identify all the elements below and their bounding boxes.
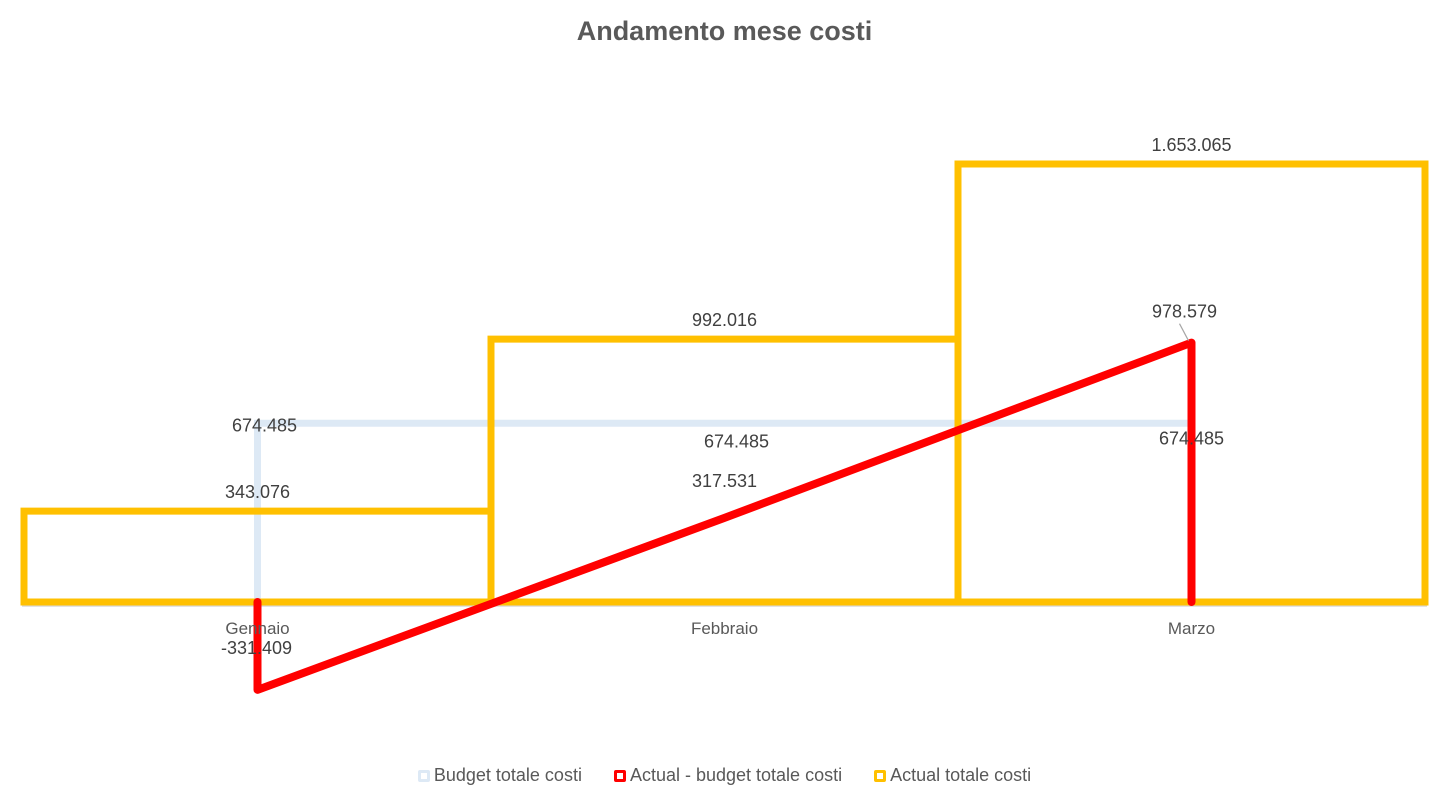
actual-data-label: 992.016 [692,310,757,330]
chart-title: Andamento mese costi [576,16,873,46]
legend-item: Actual totale costi [874,765,1031,786]
legend-item: Budget totale costi [417,765,582,786]
actual-series-box [954,160,1429,606]
budget-data-label: 674.485 [1159,428,1224,448]
x-tick-label: Febbraio [691,619,758,638]
chart-legend: Budget totale costi Actual - budget total… [0,765,1449,786]
diff-data-label: -331.409 [221,638,292,658]
legend-swatch [874,769,887,782]
legend-label: Budget totale costi [433,765,582,785]
legend-item: Actual - budget totale costi [613,765,843,786]
actual-data-label: 343.076 [225,482,290,502]
budget-data-label: 674.485 [232,415,297,435]
legend-swatch [613,769,626,782]
legend-label: Actual - budget totale costi [629,765,843,785]
legend-label: Actual totale costi [890,765,1032,785]
budget-data-label: 674.485 [704,431,769,451]
diff-series-line [253,338,1196,694]
diff-label-leader [1178,323,1190,341]
legend-swatch [417,769,430,782]
actual-data-label: 1.653.065 [1151,135,1231,155]
x-tick-label: Gennaio [225,619,289,638]
diff-data-label: 978.579 [1152,302,1217,322]
diff-data-label: 317.531 [692,471,757,491]
x-tick-label: Marzo [1168,619,1215,638]
